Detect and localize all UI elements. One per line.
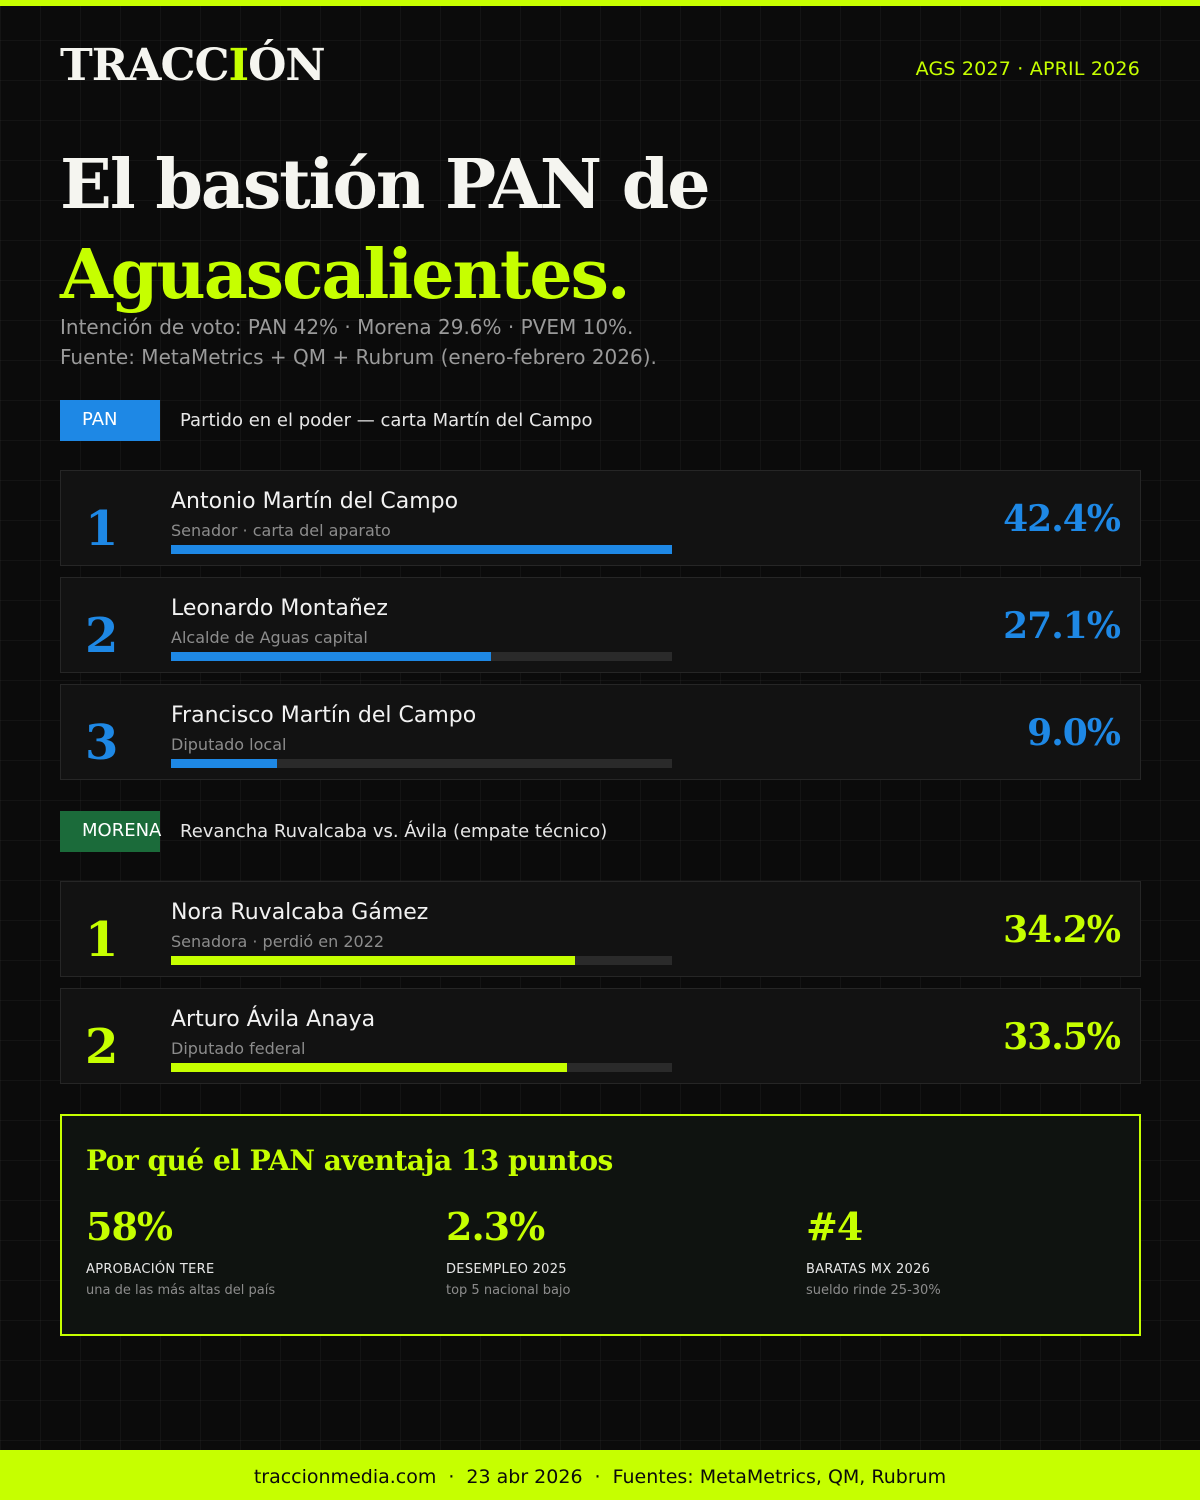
candidate-rank: 2 xyxy=(85,608,119,664)
headline-line-1: El bastión PAN de xyxy=(60,145,711,225)
candidate-name: Arturo Ávila Anaya xyxy=(171,1007,376,1032)
vote-bar-fill xyxy=(171,1063,567,1072)
candidate-rank: 2 xyxy=(85,1019,119,1075)
vote-bar-fill xyxy=(171,759,278,768)
headline-line-2: Aguascalientes. xyxy=(60,235,631,315)
footer-sources: Fuentes: MetaMetrics, QM, Rubrum xyxy=(612,1466,947,1488)
vote-bar-fill xyxy=(171,545,672,554)
candidate-rank: 1 xyxy=(85,501,119,557)
candidate-percentage: 34.2% xyxy=(1003,909,1121,951)
stat-label: BARATAS MX 2026 xyxy=(806,1262,931,1277)
why-pan-leads-box: Por qué el PAN aventaja 13 puntos 58% AP… xyxy=(60,1114,1141,1336)
candidate-percentage: 9.0% xyxy=(1027,712,1121,754)
morena-section-description: Revancha Ruvalcaba vs. Ávila (empate téc… xyxy=(180,821,608,842)
brand-prefix: TRACC xyxy=(60,40,229,91)
candidate-role: Senadora · perdió en 2022 xyxy=(171,932,385,951)
pan-candidate-card: 1 Antonio Martín del Campo Senador · car… xyxy=(60,470,1141,566)
candidate-percentage: 33.5% xyxy=(1003,1016,1121,1058)
candidate-name: Antonio Martín del Campo xyxy=(171,489,459,514)
footer-date: 23 abr 2026 xyxy=(466,1466,583,1488)
stat-approval: 58% APROBACIÓN TERE una de las más altas… xyxy=(86,1204,416,1299)
candidate-name: Francisco Martín del Campo xyxy=(171,703,477,728)
morena-party-tag: MORENA xyxy=(60,811,161,852)
stat-label: APROBACIÓN TERE xyxy=(86,1262,215,1277)
morena-candidate-card: 2 Arturo Ávila Anaya Diputado federal 33… xyxy=(60,988,1141,1084)
headline: El bastión PAN de Aguascalientes. xyxy=(60,140,711,320)
subline: Intención de voto: PAN 42% · Morena 29.6… xyxy=(60,312,657,372)
footer-site-link[interactable]: traccionmedia.com xyxy=(253,1466,437,1488)
stat-unemployment: 2.3% DESEMPLEO 2025 top 5 nacional bajo xyxy=(446,1204,776,1299)
brand-logo: TRACCIÓN xyxy=(60,44,326,88)
brand-accent-letter: I xyxy=(228,40,250,91)
dateline: AGS 2027 · APRIL 2026 xyxy=(915,58,1140,80)
morena-candidate-card: 1 Nora Ruvalcaba Gámez Senadora · perdió… xyxy=(60,881,1141,977)
vote-bar-track xyxy=(171,759,672,768)
stat-note: una de las más altas del país xyxy=(86,1283,276,1298)
candidate-role: Senador · carta del aparato xyxy=(171,521,391,540)
stat-cost-ranking: #4 BARATAS MX 2026 sueldo rinde 25-30% xyxy=(806,1204,1136,1299)
morena-section-header: MORENA Revancha Ruvalcaba vs. Ávila (emp… xyxy=(60,811,1140,853)
vote-bar-fill xyxy=(171,652,492,661)
footer-separator: · xyxy=(594,1466,601,1488)
candidate-role: Diputado federal xyxy=(171,1039,306,1058)
candidate-name: Nora Ruvalcaba Gámez xyxy=(171,900,429,925)
pan-section-description: Partido en el poder — carta Martín del C… xyxy=(180,410,593,431)
vote-bar-track xyxy=(171,545,672,554)
pan-candidate-card: 3 Francisco Martín del Campo Diputado lo… xyxy=(60,684,1141,780)
vote-bar-track xyxy=(171,956,672,965)
vote-bar-fill xyxy=(171,956,576,965)
stat-value: #4 xyxy=(806,1204,863,1249)
candidate-rank: 3 xyxy=(85,715,119,771)
candidate-percentage: 42.4% xyxy=(1003,498,1121,540)
footer-bar: traccionmedia.com · 23 abr 2026 · Fuentes: M… xyxy=(0,1450,1200,1500)
candidate-name: Leonardo Montañez xyxy=(171,596,388,621)
footer-separator: · xyxy=(448,1466,455,1488)
stat-value: 2.3% xyxy=(446,1204,545,1249)
candidate-role: Diputado local xyxy=(171,735,287,754)
stat-label: DESEMPLEO 2025 xyxy=(446,1262,567,1277)
candidate-percentage: 27.1% xyxy=(1003,605,1121,647)
stat-note: sueldo rinde 25-30% xyxy=(806,1283,941,1298)
vote-bar-track xyxy=(171,1063,672,1072)
candidate-role: Alcalde de Aguas capital xyxy=(171,628,368,647)
brand-suffix: ÓN xyxy=(248,40,326,91)
stat-note: top 5 nacional bajo xyxy=(446,1283,571,1298)
vote-bar-track xyxy=(171,652,672,661)
subline-source: Fuente: MetaMetrics + QM + Rubrum (enero… xyxy=(60,345,657,369)
subline-poll-summary: Intención de voto: PAN 42% · Morena 29.6… xyxy=(60,315,634,339)
stat-value: 58% xyxy=(86,1204,173,1249)
pan-candidate-card: 2 Leonardo Montañez Alcalde de Aguas cap… xyxy=(60,577,1141,673)
why-box-title: Por qué el PAN aventaja 13 puntos xyxy=(86,1144,613,1177)
pan-party-tag: PAN xyxy=(60,400,160,441)
candidate-rank: 1 xyxy=(85,912,119,968)
top-accent-rule xyxy=(0,0,1200,6)
pan-section-header: PAN Partido en el poder — carta Martín d… xyxy=(60,400,1140,442)
